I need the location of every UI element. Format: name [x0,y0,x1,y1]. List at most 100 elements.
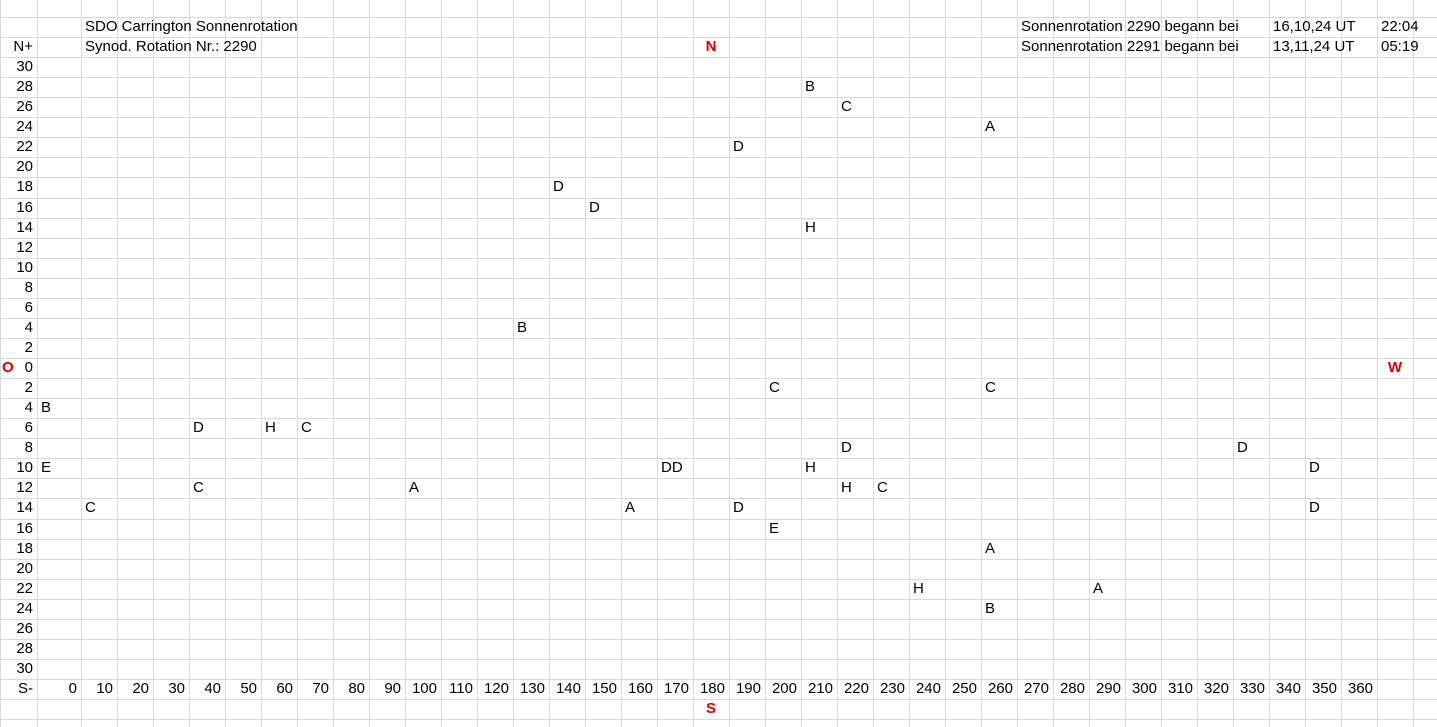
text-cell: A [625,499,636,517]
number-cell: 24 [16,118,33,136]
text-cell: H [913,579,924,597]
text-cell: SDO Carrington Sonnenrotation [85,18,298,35]
text-cell: DD [661,459,683,477]
number-cell: 2 [24,379,33,397]
number-cell: 350 [1311,679,1337,697]
text-cell: D [1309,459,1320,477]
number-cell: 20 [132,679,149,697]
text-cell: 13,11,24 UT [1273,38,1355,56]
text-cell: H [265,419,276,437]
text-cell: D [841,439,852,457]
number-cell: 28 [16,78,33,96]
text-cell: N [705,38,717,56]
text-cell: B [805,78,816,96]
number-cell: N+ [13,38,33,56]
text-cell: C [841,98,852,116]
number-cell: 6 [24,298,33,316]
text-cell: Synod. Rotation Nr.: 2290 [85,38,257,56]
number-cell: 120 [483,679,509,697]
number-cell: 320 [1203,679,1229,697]
text-cell: C [985,379,996,397]
text-cell: S [705,700,716,718]
text-cell: 22:04 [1381,18,1419,35]
text-cell: A [409,479,420,497]
number-cell: 10 [96,679,113,697]
number-cell: 220 [843,679,869,697]
number-cell: 0 [24,359,33,377]
text-cell: B [985,599,996,617]
number-cell: 60 [276,679,293,697]
number-cell: 190 [735,679,761,697]
number-cell: 150 [591,679,617,697]
number-cell: 18 [16,539,33,557]
number-cell: 160 [627,679,653,697]
number-cell: 130 [519,679,545,697]
number-cell: 12 [16,238,33,256]
number-cell: 10 [16,258,33,276]
number-cell: 240 [915,679,941,697]
text-cell: O [2,359,14,377]
number-cell: 26 [16,98,33,116]
number-cell: 360 [1347,679,1373,697]
text-cell: 16,10,24 UT [1273,18,1356,35]
number-cell: 330 [1239,679,1265,697]
text-cell: A [985,118,996,136]
number-cell: 40 [204,679,221,697]
number-cell: 180 [699,679,725,697]
text-cell: H [805,218,816,236]
number-cell: 22 [16,579,33,597]
text-cell: B [41,399,52,417]
number-cell: 6 [24,419,33,437]
number-cell: 14 [16,499,33,517]
number-cell: 20 [16,559,33,577]
number-cell: 140 [555,679,581,697]
text-cell: Sonnenrotation 2291 begann bei [1021,38,1239,56]
number-cell: 30 [168,679,185,697]
number-cell: 210 [807,679,833,697]
number-cell: 30 [16,58,33,76]
number-cell: 300 [1131,679,1157,697]
text-cell: C [769,379,780,397]
number-cell: 28 [16,639,33,657]
text-cell: D [733,138,744,156]
text-cell: 05:19 [1381,38,1419,56]
number-cell: 270 [1023,679,1049,697]
text-cell: D [193,419,204,437]
number-cell: 310 [1167,679,1193,697]
number-cell: 10 [16,459,33,477]
number-cell: 80 [348,679,365,697]
text-cell: C [193,479,204,497]
text-cell: D [589,198,600,216]
number-cell: 8 [24,278,33,296]
number-cell: 18 [16,178,33,196]
text-cell: D [1309,499,1320,517]
number-cell: 280 [1059,679,1085,697]
text-cell: C [877,479,888,497]
number-cell: 30 [16,659,33,677]
number-cell: 4 [24,318,33,336]
number-cell: 14 [16,218,33,236]
number-cell: 4 [24,399,33,417]
text-cell: H [841,479,852,497]
number-cell: 0 [68,679,77,697]
number-cell: 12 [16,479,33,497]
text-cell: D [553,178,564,196]
text-cell: E [769,519,780,537]
number-cell: 22 [16,138,33,156]
text-cell: D [733,499,744,517]
text-cell: Sonnenrotation 2290 begann bei [1021,18,1239,35]
text-cell: W [1387,359,1403,377]
number-cell: 100 [411,679,437,697]
number-cell: 2 [24,338,33,356]
number-cell: 170 [663,679,689,697]
number-cell: 8 [24,439,33,457]
number-cell: 20 [16,158,33,176]
text-cell: B [517,318,528,336]
number-cell: 290 [1095,679,1121,697]
number-cell: 50 [240,679,257,697]
text-cell: A [1093,579,1104,597]
text-cell: C [85,499,96,517]
text-cell: C [301,419,312,437]
number-cell: 230 [879,679,905,697]
number-cell: 340 [1275,679,1301,697]
